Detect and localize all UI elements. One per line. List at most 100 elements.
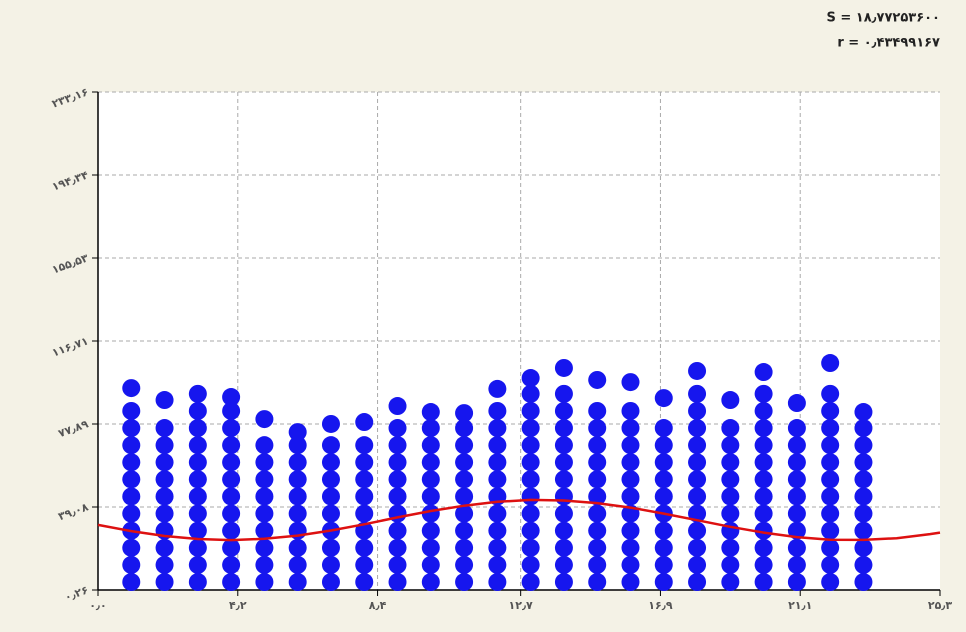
point [688,538,707,557]
point [588,401,607,420]
point [355,538,374,557]
point [355,470,374,489]
x-tick-label: ۲۱٫۱ [788,599,812,612]
point [787,470,806,489]
y-tick-label: ۳۹٫۰۸ [57,500,91,523]
point [421,504,440,523]
point [787,453,806,472]
point [188,487,207,506]
point [155,436,174,455]
point [688,401,707,420]
x-tick-label: ۱۶٫۹ [648,599,673,612]
point [554,504,573,523]
y-tick-label: ۱۵۵٫۵۳ [50,251,90,276]
point [188,521,207,540]
point [754,555,773,574]
point [787,504,806,523]
point [188,453,207,472]
point [588,470,607,489]
point [588,436,607,455]
point [521,504,540,523]
point [821,384,840,403]
point [222,436,241,455]
point [455,573,474,592]
point [222,470,241,489]
point [721,487,740,506]
point [421,555,440,574]
point [488,504,507,523]
point [754,538,773,557]
point [588,521,607,540]
point [521,401,540,420]
point [155,487,174,506]
point [554,573,573,592]
point [355,436,374,455]
point [255,538,274,557]
point [621,538,640,557]
point [388,470,407,489]
point [854,470,873,489]
point [122,453,141,472]
point [688,384,707,403]
point [521,487,540,506]
point [321,470,340,489]
point [621,436,640,455]
point [255,453,274,472]
point [455,453,474,472]
point [654,487,673,506]
point [754,384,773,403]
point [255,555,274,574]
point [854,555,873,574]
point [554,401,573,420]
point [222,388,241,407]
point [787,419,806,438]
point [854,504,873,523]
point [188,401,207,420]
point [222,521,241,540]
point [188,538,207,557]
point [288,538,307,557]
point [122,504,141,523]
point [188,419,207,438]
point [455,504,474,523]
point [688,361,707,380]
point [321,436,340,455]
point [455,404,474,423]
point [688,521,707,540]
point [554,487,573,506]
x-tick-label: ۴٫۲ [229,599,247,612]
point [288,453,307,472]
point [654,470,673,489]
point [288,573,307,592]
point [787,573,806,592]
point [288,487,307,506]
point [388,573,407,592]
point [288,436,307,455]
y-tick-label: ۰٫۲۶ [63,583,90,604]
point [188,470,207,489]
point [388,521,407,540]
point [854,573,873,592]
point [188,555,207,574]
point [455,521,474,540]
point [721,419,740,438]
point [754,401,773,420]
point [321,487,340,506]
point [688,470,707,489]
point [754,436,773,455]
point [654,573,673,592]
point [854,453,873,472]
x-tick-label: ۰٫۰ [89,599,107,612]
point [721,555,740,574]
point [787,521,806,540]
point [188,504,207,523]
point [554,538,573,557]
annotation: r = ۰٫۴۳۴۹۹۱۶۷ [837,36,940,51]
point [754,453,773,472]
point [188,573,207,592]
point [521,573,540,592]
point [521,419,540,438]
point [554,384,573,403]
point [155,470,174,489]
point [787,394,806,413]
